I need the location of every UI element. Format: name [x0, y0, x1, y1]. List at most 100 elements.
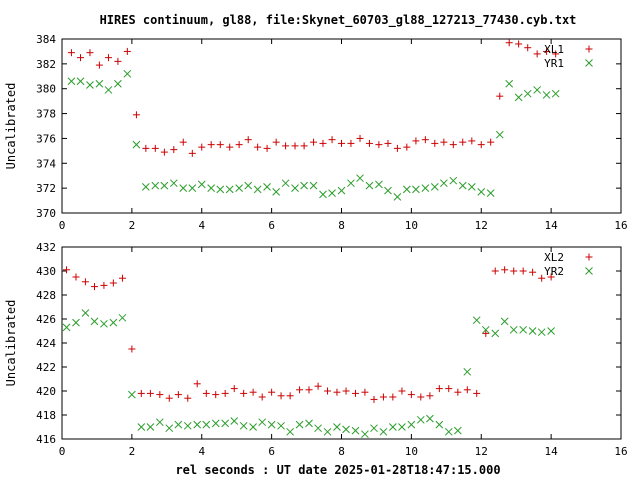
bottom-series-0-point-48	[510, 267, 518, 275]
bottom-series-1-point-38	[416, 415, 425, 424]
top-series-0-point-35	[393, 144, 401, 152]
top-series-1-point-18-d2	[235, 184, 243, 192]
chart-title: HIRES continuum, gl88, file:Skynet_60703…	[100, 13, 577, 28]
top-panel: Uncalibrated 0 2 4 6 8 10 12 14 16 370 372 374 376 37…	[4, 33, 628, 232]
bottom-ytick-label-2: 420	[36, 385, 56, 398]
top-series-0-point-26	[310, 138, 318, 146]
bottom-series-1-point-4	[100, 319, 108, 328]
top-series-1-point-4-d2	[104, 86, 113, 94]
bottom-series-0-point-52	[547, 273, 555, 281]
top-series-1-point-10	[160, 181, 169, 190]
bottom-series-1-point-37-d2	[407, 420, 416, 429]
top-series-0-point-18	[235, 141, 243, 149]
bottom-series-1-point-21-d2	[258, 418, 267, 427]
top-series-0-point-45	[487, 138, 495, 146]
top-series-1-point-8	[141, 183, 150, 191]
bottom-series-1-point-45	[481, 325, 490, 334]
bottom-series-1-point-52	[547, 327, 555, 335]
bottom-series-0-point-10	[156, 391, 164, 399]
bottom-series-1-point-48-d2	[509, 325, 518, 334]
bottom-series-1-point-46	[491, 329, 500, 338]
bottom-series-0-point-49	[519, 267, 527, 275]
bottom-series-1-point-50	[528, 327, 537, 335]
top-series-1-point-29-d2	[337, 186, 346, 195]
top-series-1-point-18	[235, 184, 243, 192]
top-series-0-point-24	[291, 142, 299, 150]
top-series-0-point-22	[272, 138, 280, 146]
top-series-0-point-16	[216, 141, 224, 149]
bottom-series-0-point-51	[538, 274, 546, 282]
top-y-axis-label: Uncalibrated	[4, 83, 18, 170]
bottom-series-0-point-7	[128, 345, 136, 353]
bottom-series-1-point-43-d2	[463, 367, 472, 376]
top-series-0-point-20	[254, 143, 262, 151]
bottom-series-1-point-17	[221, 419, 230, 428]
top-series-1-point-28-d2	[328, 189, 336, 197]
bottom-series-1-point-3-d2	[90, 317, 99, 326]
top-series-0-point-43	[468, 137, 476, 145]
bottom-series-0-point-37	[407, 391, 415, 399]
bottom-series-1-point-36-d2	[398, 423, 406, 431]
top-series-1-point-9-d2	[151, 181, 160, 190]
bottom-series-1-point-23	[277, 421, 285, 430]
top-series-1-point-16-d2	[216, 185, 225, 194]
bottom-series-1-point-13-d2	[183, 421, 192, 430]
bottom-series-1-point-48	[509, 325, 518, 334]
bottom-series-0-point-44	[473, 389, 481, 397]
bottom-series-1-point-24-d2	[286, 427, 294, 436]
top-series-1-point-30-d2	[347, 179, 355, 188]
top-series-1-point-3-d2	[95, 79, 104, 88]
bottom-series-1-point-30-d2	[342, 425, 350, 434]
top-series-1-point-38-d2	[421, 184, 430, 192]
top-series-1-point-22	[272, 188, 281, 196]
bottom-series-1-point-8	[137, 423, 146, 431]
bottom-series-0-point-33	[370, 395, 378, 403]
bottom-series-1-point-39	[426, 414, 434, 423]
bottom-series-1-point-51	[537, 328, 546, 337]
bottom-series-0-point-9	[146, 389, 154, 397]
top-series-1-point-50-d2	[533, 86, 542, 94]
top-series-0-point-23	[282, 142, 290, 150]
bottom-series-1-point-35-d2	[389, 423, 397, 431]
bottom-xtick-label-0: 0	[59, 445, 66, 458]
bottom-series-0-point-41	[445, 385, 453, 393]
bottom-series-0-point-42	[454, 388, 462, 396]
top-series-1-point-5-d2	[114, 79, 122, 88]
bottom-ytick-label-6: 428	[36, 289, 56, 302]
bottom-y-axis-label: Uncalibrated	[4, 300, 18, 387]
bottom-series-1-point-0	[62, 323, 71, 332]
top-series-0-point-39	[431, 139, 439, 147]
bottom-series-1-point-28	[323, 427, 332, 436]
top-xtick-label-4: 8	[338, 219, 345, 232]
bottom-series-1-point-49-d2	[519, 325, 528, 334]
bottom-series-0-point-30	[342, 387, 350, 395]
top-series-1-point-34	[384, 186, 392, 195]
bottom-series-1-point-42-d2	[453, 426, 462, 435]
top-ytick-label-7: 384	[36, 33, 56, 46]
bottom-series-0-point-46	[491, 267, 499, 275]
bottom-series-0-point-1	[72, 273, 80, 281]
top-series-1-point-17	[225, 185, 234, 194]
top-series-1-point-33-d2	[375, 180, 383, 189]
top-series-1-point-5	[114, 79, 122, 88]
bottom-series-0-point-2	[81, 278, 89, 286]
top-xtick-label-8: 16	[614, 219, 627, 232]
top-series-0-point-11	[170, 146, 178, 154]
top-series-0-point-27	[319, 139, 327, 147]
bottom-xtick-label-8: 16	[614, 445, 627, 458]
top-series-1-point-10-d2	[160, 181, 169, 190]
bottom-series-1-point-20-d2	[249, 423, 257, 431]
top-series-1-point-12	[179, 184, 188, 192]
bottom-series-1-point-5	[109, 318, 118, 327]
top-series-0-point-13	[188, 149, 196, 157]
bottom-series-1-point-47-d2	[500, 317, 509, 326]
bottom-series-1-point-34-d2	[379, 427, 388, 436]
top-series-1-point-0-d2	[67, 77, 76, 86]
bottom-series-1-point-20	[249, 423, 257, 431]
top-ytick-label-6: 382	[36, 58, 56, 71]
bottom-series-1-point-4-d2	[100, 319, 108, 328]
bottom-series-1-point-0-d2	[62, 323, 71, 332]
top-series-1-point-40	[440, 179, 448, 188]
bottom-legend-marker-1	[585, 267, 593, 275]
top-series-1-point-6-d2	[123, 69, 132, 78]
